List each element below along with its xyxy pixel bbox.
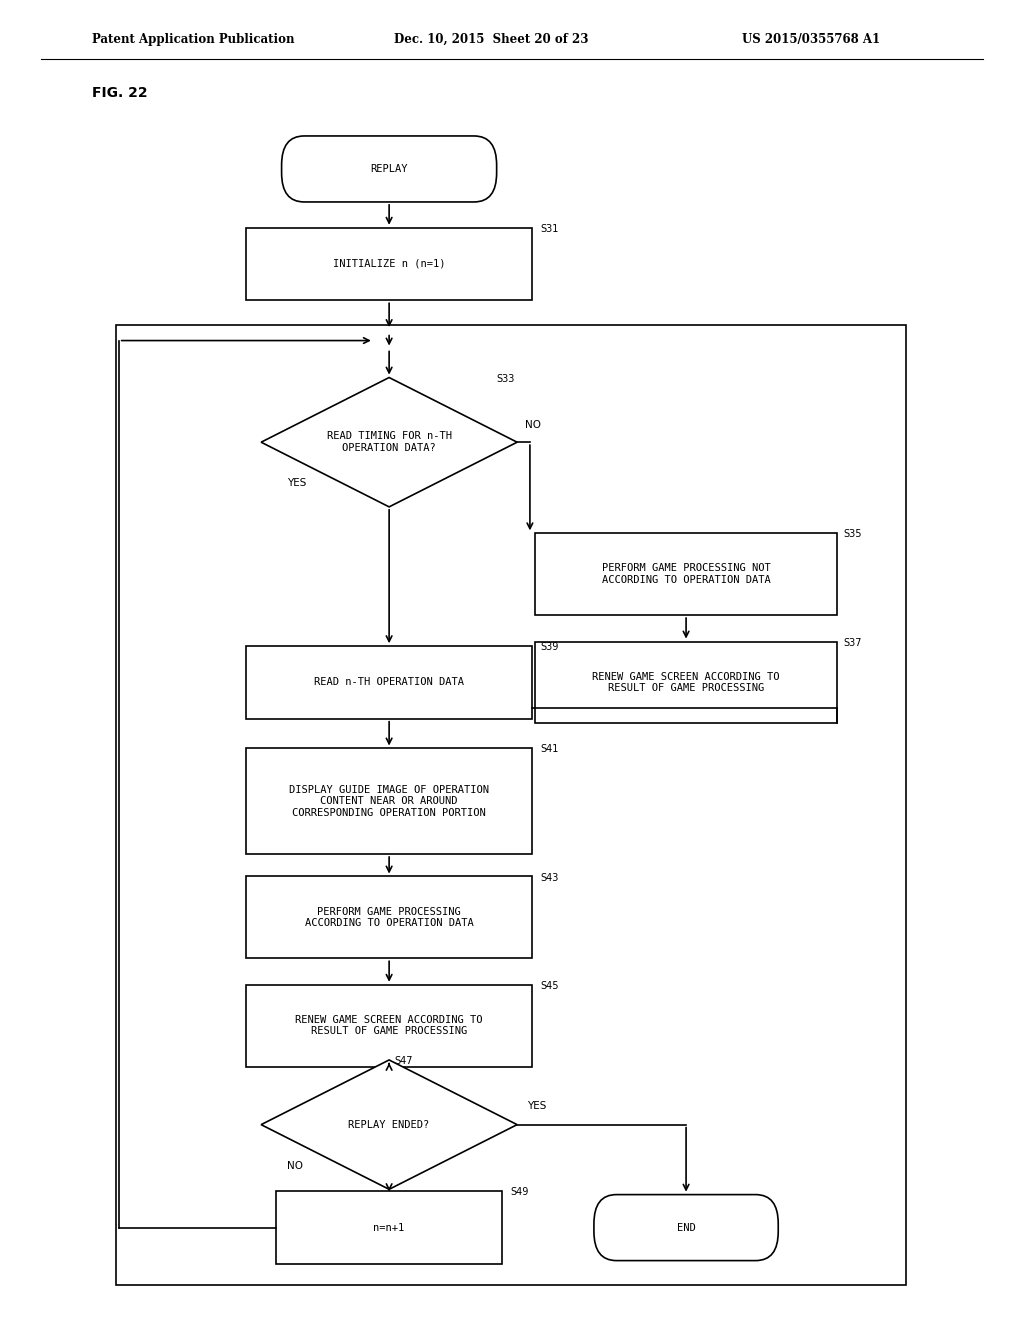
Text: END: END — [677, 1222, 695, 1233]
Text: S35: S35 — [844, 529, 862, 540]
Polygon shape — [261, 1060, 517, 1189]
Text: S47: S47 — [394, 1056, 413, 1067]
Text: REPLAY: REPLAY — [371, 164, 408, 174]
Text: YES: YES — [287, 478, 306, 488]
Text: S33: S33 — [497, 374, 515, 384]
Bar — [276, 1191, 502, 1265]
Text: DISPLAY GUIDE IMAGE OF OPERATION
CONTENT NEAR OR AROUND
CORRESPONDING OPERATION : DISPLAY GUIDE IMAGE OF OPERATION CONTENT… — [289, 784, 489, 818]
Bar — [246, 645, 532, 718]
Text: S37: S37 — [844, 638, 862, 648]
Text: YES: YES — [527, 1101, 547, 1111]
Text: PERFORM GAME PROCESSING
ACCORDING TO OPERATION DATA: PERFORM GAME PROCESSING ACCORDING TO OPE… — [305, 907, 473, 928]
Text: REPLAY ENDED?: REPLAY ENDED? — [348, 1119, 430, 1130]
Text: INITIALIZE n (n=1): INITIALIZE n (n=1) — [333, 259, 445, 269]
Text: S39: S39 — [541, 643, 559, 652]
Text: S45: S45 — [541, 981, 559, 991]
Text: S49: S49 — [510, 1188, 528, 1197]
Text: RENEW GAME SCREEN ACCORDING TO
RESULT OF GAME PROCESSING: RENEW GAME SCREEN ACCORDING TO RESULT OF… — [295, 1015, 483, 1036]
Text: Patent Application Publication: Patent Application Publication — [92, 33, 295, 46]
Text: n=n+1: n=n+1 — [374, 1222, 404, 1233]
Text: NO: NO — [287, 1160, 303, 1171]
Bar — [246, 985, 532, 1067]
Text: READ n-TH OPERATION DATA: READ n-TH OPERATION DATA — [314, 677, 464, 688]
FancyBboxPatch shape — [282, 136, 497, 202]
Text: PERFORM GAME PROCESSING NOT
ACCORDING TO OPERATION DATA: PERFORM GAME PROCESSING NOT ACCORDING TO… — [602, 564, 770, 585]
Text: NO: NO — [525, 420, 542, 430]
Text: RENEW GAME SCREEN ACCORDING TO
RESULT OF GAME PROCESSING: RENEW GAME SCREEN ACCORDING TO RESULT OF… — [592, 672, 780, 693]
Text: Dec. 10, 2015  Sheet 20 of 23: Dec. 10, 2015 Sheet 20 of 23 — [394, 33, 589, 46]
Bar — [116, 325, 906, 1286]
Bar — [536, 642, 838, 723]
Text: US 2015/0355768 A1: US 2015/0355768 A1 — [742, 33, 881, 46]
Text: FIG. 22: FIG. 22 — [92, 86, 147, 100]
Bar — [246, 876, 532, 958]
Bar — [246, 227, 532, 300]
FancyBboxPatch shape — [594, 1195, 778, 1261]
Bar — [536, 533, 838, 615]
Text: S41: S41 — [541, 744, 559, 755]
Text: S43: S43 — [541, 873, 559, 883]
Polygon shape — [261, 378, 517, 507]
Text: READ TIMING FOR n-TH
OPERATION DATA?: READ TIMING FOR n-TH OPERATION DATA? — [327, 432, 452, 453]
Bar — [246, 748, 532, 854]
Text: S31: S31 — [541, 223, 559, 234]
